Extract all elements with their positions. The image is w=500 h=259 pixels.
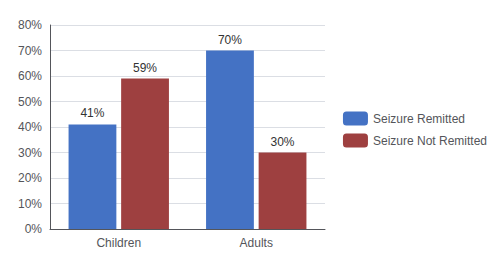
svg-text:59%: 59% [133,61,157,75]
svg-text:50%: 50% [18,95,42,109]
svg-text:10%: 10% [18,197,42,211]
svg-text:70%: 70% [218,33,242,47]
svg-text:80%: 80% [18,18,42,32]
svg-text:Seizure Remitted: Seizure Remitted [373,112,465,126]
svg-text:30%: 30% [271,135,295,149]
svg-text:30%: 30% [18,146,42,160]
svg-text:Adults: Adults [240,236,273,250]
svg-text:41%: 41% [80,106,104,120]
svg-text:60%: 60% [18,69,42,83]
svg-text:0%: 0% [25,222,43,236]
svg-text:Children: Children [96,236,141,250]
svg-text:70%: 70% [18,44,42,58]
svg-text:20%: 20% [18,171,42,185]
svg-text:40%: 40% [18,120,42,134]
svg-text:Seizure Not Remitted: Seizure Not Remitted [373,134,487,148]
